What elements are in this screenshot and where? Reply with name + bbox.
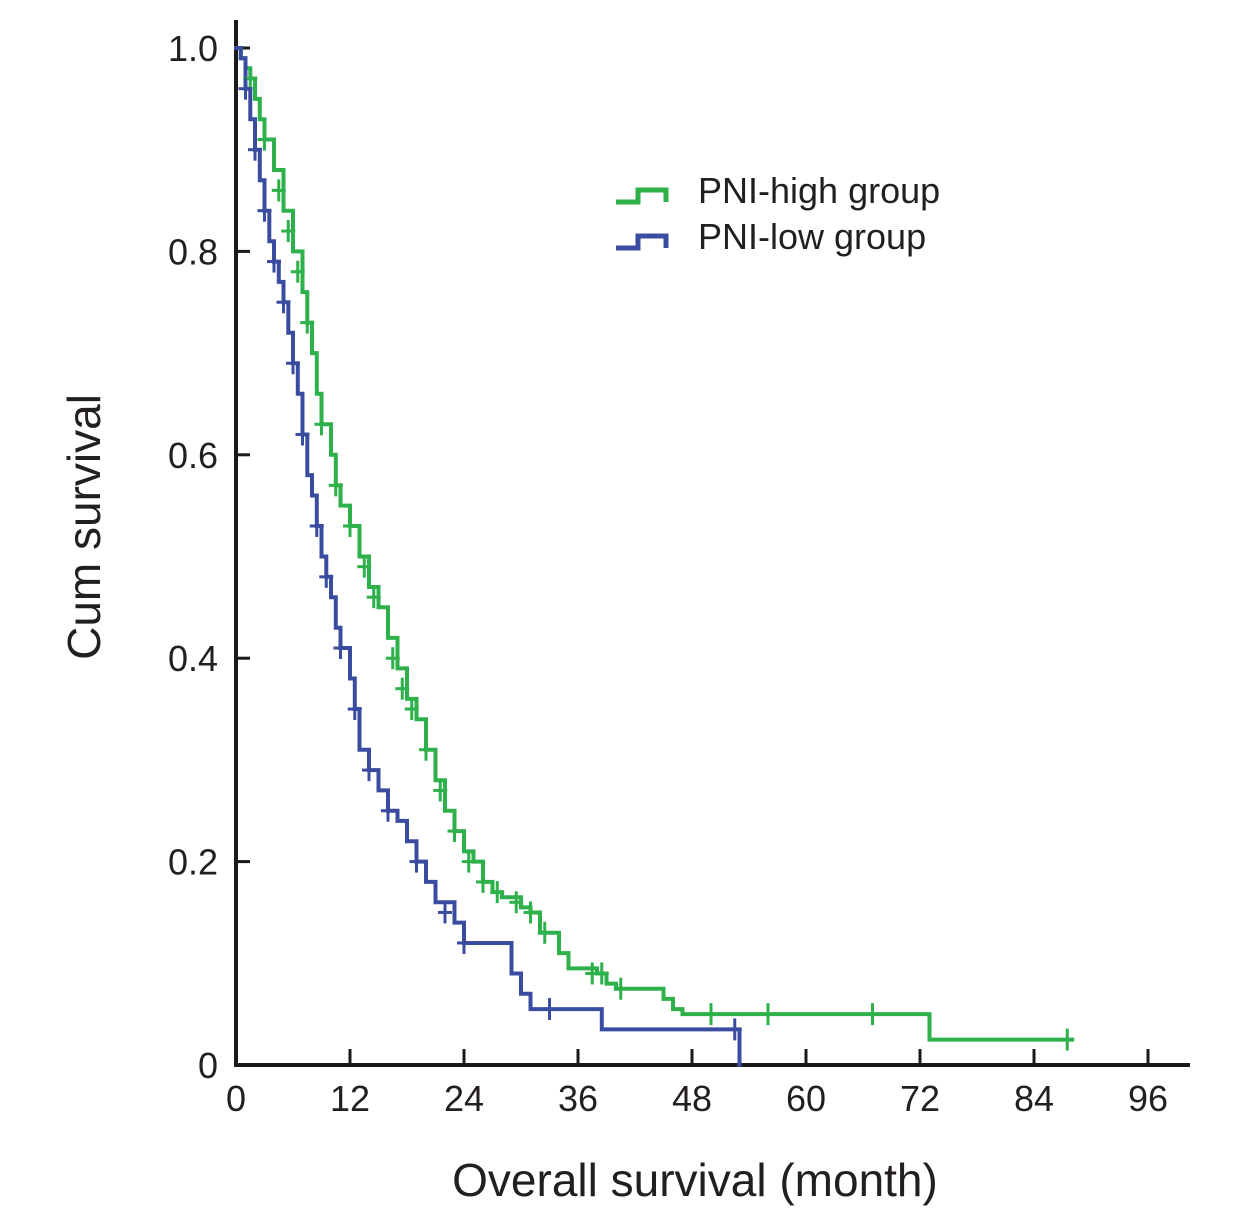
y-tick-label: 0.4: [168, 638, 218, 679]
x-tick-label: 96: [1128, 1078, 1168, 1119]
series-lines: [234, 46, 1074, 1067]
series-line-pni-low: [234, 46, 742, 1067]
y-tick-label: 0.8: [168, 231, 218, 272]
legend-swatch-pni-high: [616, 187, 669, 205]
y-tick-label: 1.0: [168, 28, 218, 69]
axes: [234, 20, 1190, 1067]
legend: PNI-high group PNI-low group: [616, 170, 940, 257]
x-tick-label: 72: [900, 1078, 940, 1119]
x-tick-label: 24: [444, 1078, 484, 1119]
x-tick-label: 12: [330, 1078, 370, 1119]
censor-marks: [238, 67, 1075, 1051]
legend-label-pni-low: PNI-low group: [698, 216, 926, 257]
x-tick-label: 0: [226, 1078, 246, 1119]
x-tick-label: 48: [672, 1078, 712, 1119]
x-axis-title: Overall survival (month): [452, 1154, 938, 1206]
legend-label-pni-high: PNI-high group: [698, 170, 940, 211]
y-tick-label: 0.6: [168, 435, 218, 476]
y-axis-title: Cum survival: [58, 394, 110, 660]
x-tick-label: 84: [1014, 1078, 1054, 1119]
y-tick-label: 0: [198, 1045, 218, 1086]
x-tick-label: 60: [786, 1078, 826, 1119]
tick-marks: 0 12 24 36 48 60 72 84 96 0 0.2 0.4 0.6 0.8 1.0: [168, 28, 1168, 1119]
series-line-pni-high: [234, 46, 1074, 1042]
legend-swatch-pni-low: [616, 233, 669, 251]
y-tick-label: 0.2: [168, 842, 218, 883]
x-tick-label: 36: [558, 1078, 598, 1119]
